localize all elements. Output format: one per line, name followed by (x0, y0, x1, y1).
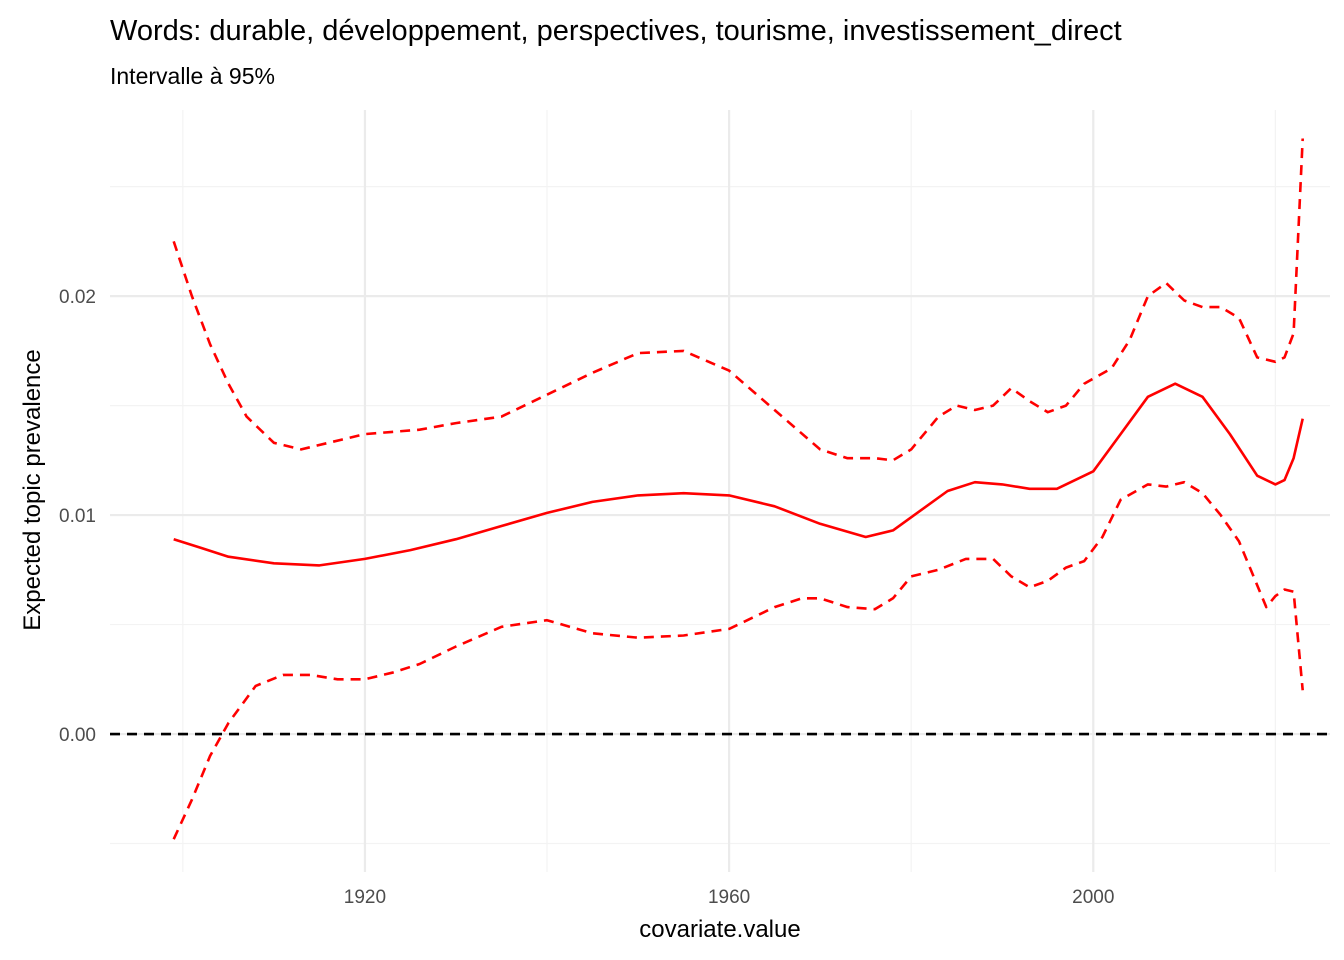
chart-subtitle: Intervalle à 95% (110, 63, 275, 89)
x-tick-label: 1920 (344, 887, 386, 908)
series-line-upper-95 (172, 138, 1304, 462)
y-tick-label: 0.00 (59, 725, 96, 746)
plot-area: 1920 1960 2000 0.00 0.01 0.02 (59, 110, 1330, 908)
chart-title: Words: durable, développement, perspecti… (110, 15, 1122, 47)
y-tick-label: 0.02 (59, 287, 96, 308)
series-line-lower-95 (172, 480, 1304, 840)
y-tick-label: 0.01 (59, 506, 96, 527)
series-line-estimate (173, 382, 1304, 567)
x-axis-title: covariate.value (639, 916, 800, 943)
y-axis-title: Expected topic prevalence (19, 349, 46, 631)
x-tick-label: 1960 (708, 887, 750, 908)
x-tick-label: 2000 (1072, 887, 1114, 908)
